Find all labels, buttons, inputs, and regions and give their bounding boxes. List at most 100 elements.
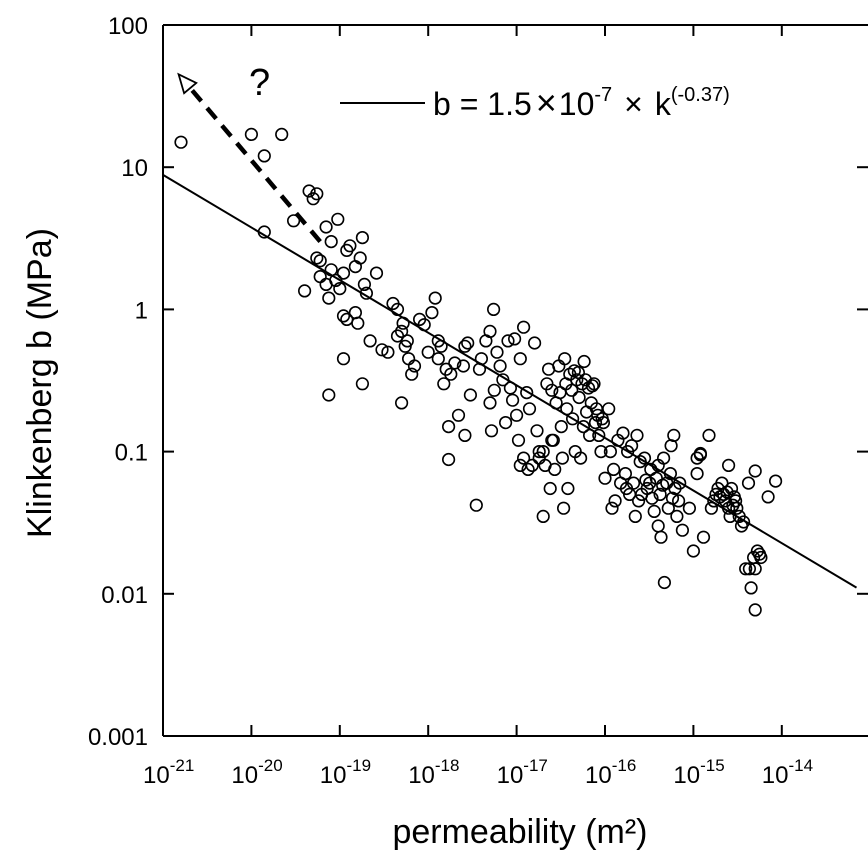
x-tick-label: 10-16: [585, 756, 636, 789]
data-point: [437, 377, 451, 391]
data-point: [484, 424, 499, 438]
data-point: [493, 359, 507, 373]
extrapolation-dashed-line: [188, 86, 322, 244]
data-point: [594, 445, 608, 459]
data-point: [483, 324, 497, 339]
data-point: [499, 416, 513, 430]
data-point: [744, 581, 758, 595]
data-point: [298, 284, 312, 298]
y-tick-labels: 0.001 0.01 0.1 1 10 100: [88, 13, 148, 751]
y-tick-label: 0.001: [88, 724, 148, 751]
data-point: [313, 254, 327, 268]
data-point: [546, 433, 560, 447]
data-point: [618, 467, 633, 481]
data-point: [322, 291, 336, 305]
data-point: [748, 464, 762, 478]
data-point: [174, 135, 188, 149]
data-point: [728, 494, 743, 508]
data-point: [608, 494, 622, 508]
fit-line-layer: [162, 174, 858, 589]
data-point: [310, 251, 324, 265]
data-point: [336, 266, 351, 280]
data-point: [576, 420, 591, 434]
data-point: [348, 306, 363, 320]
data-point: [565, 383, 579, 397]
data-point: [525, 458, 539, 473]
data-point: [643, 476, 657, 490]
data-point: [442, 420, 456, 434]
x-tick-label: 10-14: [762, 756, 813, 789]
data-point: [343, 239, 357, 253]
data-point: [333, 282, 347, 296]
data-point: [395, 396, 409, 410]
data-point: [306, 192, 320, 206]
data-point: [598, 471, 612, 485]
data-point: [516, 320, 531, 334]
data-point: [690, 467, 704, 481]
data-point: [748, 603, 762, 617]
fit-line: [162, 174, 858, 589]
data-point: [469, 498, 483, 512]
data-point: [322, 388, 336, 402]
data-point: [561, 481, 575, 496]
x-tick-label: 10-17: [497, 756, 548, 789]
data-point: [739, 562, 753, 576]
data-point: [554, 420, 568, 434]
data-point: [605, 501, 619, 515]
legend: b = 1.5 ×10-7 × k(-0.37): [340, 82, 730, 123]
data-point: [501, 334, 515, 348]
data-point: [355, 377, 370, 391]
data-point: [741, 476, 756, 490]
data-point: [768, 474, 783, 488]
x-tick-label: 10-20: [231, 756, 282, 789]
data-point: [319, 220, 333, 234]
data-point: [654, 530, 668, 544]
legend-times-2: ×: [624, 86, 643, 122]
data-point: [516, 451, 531, 465]
data-point: [395, 324, 409, 339]
data-point: [639, 473, 653, 487]
x-axis-title: permeability (m²): [392, 813, 647, 851]
data-point: [458, 339, 472, 353]
data-point: [421, 345, 435, 359]
legend-base: 10: [559, 86, 595, 122]
extrapolation-arrowhead: [177, 72, 198, 95]
data-point: [573, 451, 588, 465]
legend-label: b = 1.5 ×10-7 × k(-0.37): [433, 82, 730, 123]
data-point: [353, 251, 367, 265]
data-point: [603, 445, 618, 459]
data-point: [754, 550, 768, 565]
data-point: [275, 127, 289, 141]
data-point: [670, 509, 684, 524]
data-point: [369, 266, 384, 280]
data-point: [645, 491, 659, 505]
data-point: [527, 336, 542, 350]
data-point: [686, 544, 701, 558]
data-point: [656, 451, 671, 465]
data-point: [724, 481, 739, 496]
x-tick-label: 10-18: [408, 756, 459, 789]
data-point: [431, 352, 445, 366]
data-point: [626, 476, 641, 490]
data-point: [509, 408, 524, 422]
x-tick-labels: 10-21 10-20 10-19 10-18 10-17 10-16 10-15 10-14: [143, 756, 813, 789]
data-point: [588, 416, 603, 430]
data-point: [556, 501, 571, 515]
data-point: [425, 306, 439, 320]
data-point: [324, 235, 338, 249]
data-point: [671, 494, 686, 508]
data-point: [653, 487, 667, 502]
data-point: [665, 491, 680, 505]
data-point: [572, 390, 586, 405]
data-point: [616, 426, 630, 440]
data-point: [730, 501, 744, 515]
data-point: [742, 562, 757, 576]
data-point: [521, 462, 535, 477]
data-point: [331, 212, 345, 226]
data-point: [693, 448, 708, 462]
data-point: [363, 334, 377, 348]
data-point: [463, 388, 478, 402]
data-point: [483, 396, 497, 410]
data-point: [647, 504, 661, 519]
